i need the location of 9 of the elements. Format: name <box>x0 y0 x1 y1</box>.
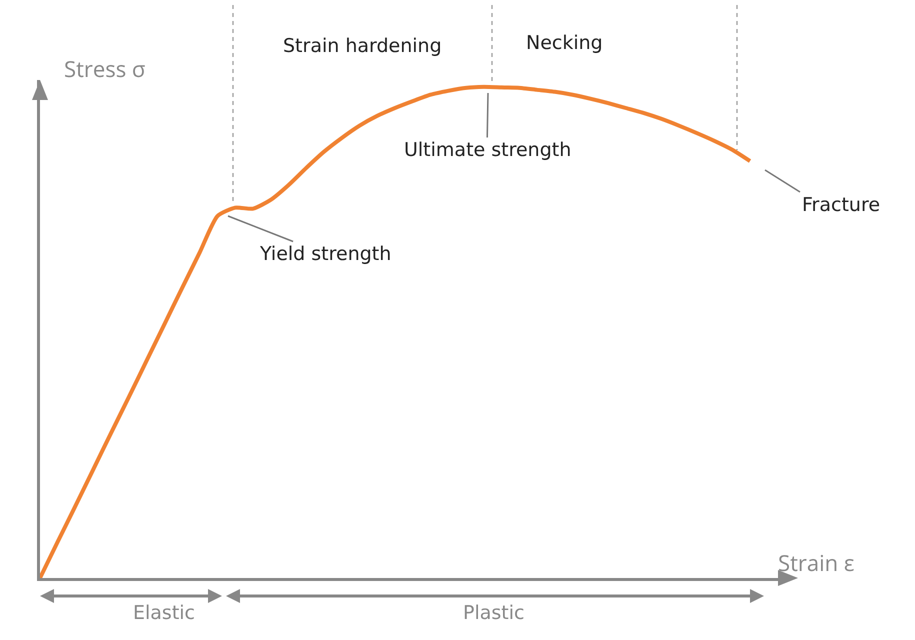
text: Necking <box>526 32 603 54</box>
y-axis-title: Stress σ <box>64 54 146 84</box>
text: Elastic <box>133 602 196 624</box>
text: Strain hardening <box>283 35 442 57</box>
text: Plastic <box>463 602 524 624</box>
annotation: Ultimate strength <box>404 139 572 161</box>
x-axis-title: Strain ε <box>778 548 854 578</box>
text: Fracture <box>802 194 880 216</box>
annotation: Yield strength <box>259 243 392 265</box>
